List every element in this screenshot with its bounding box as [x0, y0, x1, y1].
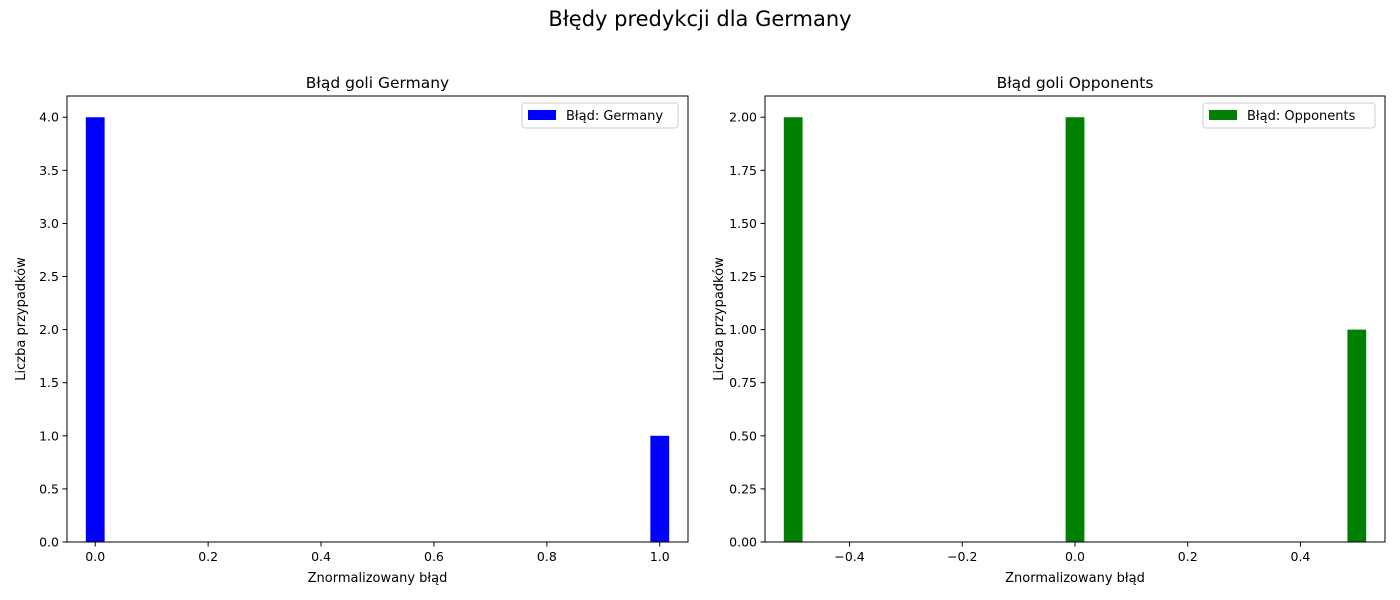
chart-2-y-tick-label: 0.75 — [729, 375, 757, 390]
chart-2-bar-2 — [1065, 117, 1085, 542]
chart-2-bar-3 — [1347, 329, 1367, 542]
chart-2-y-tick-label: 1.75 — [729, 163, 757, 178]
chart-2-legend-label: Błąd: Opponents — [1247, 109, 1356, 124]
chart-2-x-tick-label: −0.2 — [947, 549, 977, 564]
chart-2-x-tick-label: −0.4 — [834, 549, 864, 564]
figure-title: Błędy predykcji dla Germany — [548, 7, 852, 31]
chart-1-y-tick-label: 4.0 — [39, 110, 59, 125]
chart-1-y-tick-label: 0.0 — [39, 535, 59, 550]
chart-2-y-tick-label: 0.50 — [729, 428, 757, 443]
chart-2-x-axis-label: Znormalizowany błąd — [1005, 571, 1145, 586]
chart-1-x-tick-label: 1.0 — [650, 549, 670, 564]
chart-2-y-tick-label: 1.00 — [729, 322, 757, 337]
chart-2-legend-swatch — [1209, 110, 1237, 120]
chart-1-y-tick-label: 3.5 — [39, 163, 59, 178]
chart-2-y-tick-label: 0.25 — [729, 481, 757, 496]
chart-1-x-tick-label: 0.4 — [311, 549, 331, 564]
chart-1-x-tick-label: 0.6 — [424, 549, 444, 564]
chart-1-bar-2 — [650, 435, 670, 542]
chart-2-y-tick-label: 1.50 — [729, 216, 757, 231]
chart-2-y-axis-label: Liczba przypadków — [712, 257, 727, 381]
chart-1-plot-frame — [66, 95, 689, 543]
chart-1-legend-swatch — [528, 110, 556, 120]
chart-1-x-axis-label: Znormalizowany błąd — [308, 571, 448, 586]
chart-1-y-tick-label: 1.5 — [39, 375, 59, 390]
chart-1-legend-box — [521, 102, 679, 129]
chart-2-y-tick-label: 0.00 — [729, 535, 757, 550]
chart-2-x-tick-label: 0.2 — [1178, 549, 1198, 564]
chart-1-y-tick-label: 3.0 — [39, 216, 59, 231]
chart-1-legend-label: Błąd: Germany — [566, 109, 663, 124]
chart-2-legend-box — [1202, 102, 1376, 129]
chart-2-y-tick-label: 1.25 — [729, 269, 757, 284]
chart-1-x-tick-label: 0.2 — [198, 549, 218, 564]
chart-2-x-tick-label: 0.4 — [1291, 549, 1311, 564]
chart-1-y-axis-label: Liczba przypadków — [14, 257, 29, 381]
chart-1-y-tick-label: 0.5 — [39, 481, 59, 496]
chart-2-bar-1 — [783, 117, 803, 542]
chart-1-y-tick-label: 1.0 — [39, 428, 59, 443]
chart-1-y-tick-label: 2.0 — [39, 322, 59, 337]
chart-1-bar-1 — [85, 117, 105, 542]
chart-2-x-tick-label: 0.0 — [1065, 549, 1085, 564]
chart-2-y-tick-label: 2.00 — [729, 110, 757, 125]
chart-1-title: Błąd goli Germany — [306, 74, 449, 92]
chart-2-title: Błąd goli Opponents — [997, 74, 1154, 92]
chart-1-x-tick-label: 0.0 — [85, 549, 105, 564]
chart-1-y-tick-label: 2.5 — [39, 269, 59, 284]
chart-1-x-tick-label: 0.8 — [537, 549, 557, 564]
